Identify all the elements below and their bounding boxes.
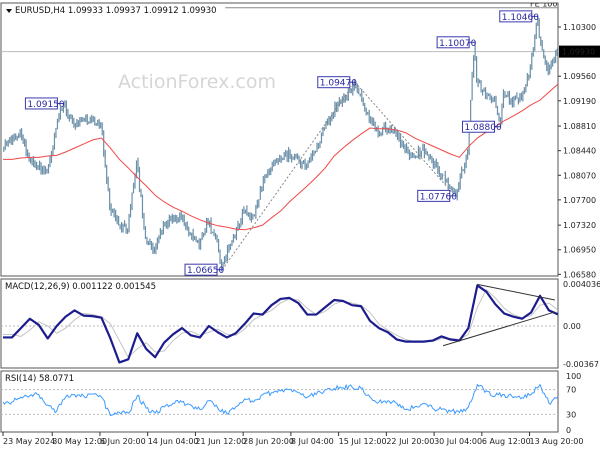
rsi-panel[interactable]: RSI(14) 58.0771: [0, 370, 559, 433]
pivot-label: 1.08800: [464, 123, 501, 133]
price-panel[interactable]: ActionForex.com FE 100.0 1.09150 1.06650 1.…: [0, 0, 565, 277]
time-tick-label: 6 Jun 20:00: [100, 437, 146, 446]
current-price-tag: [559, 45, 600, 58]
pivot-label-box[interactable]: [184, 263, 218, 276]
macd-trendline[interactable]: [477, 283, 556, 301]
price-tick-label: 1.06950: [563, 246, 596, 255]
pivot-label-box[interactable]: [417, 189, 451, 202]
axes: 1.09930 1.10300 1.09560 1.09190 1.08810 1.084…: [1, 23, 600, 446]
time-tick-label: 6 Aug 12:00: [482, 437, 531, 446]
symbol-header: EURUSD,H4 1.09933 1.09937 1.09912 1.0993…: [15, 6, 217, 16]
macd-tick-label: 0.00: [563, 322, 581, 331]
rsi-title: RSI(14) 58.0771: [5, 374, 74, 384]
current-price-value: 1.09930: [562, 48, 595, 57]
time-tick-label: 28 Jun 20:00: [243, 437, 294, 446]
time-tick-label: 21 Jun 12:00: [195, 437, 246, 446]
rsi-tick-label: 0: [566, 426, 571, 435]
time-tick-label: 23 May 2024: [3, 437, 55, 446]
rsi-line: [2, 383, 558, 417]
macd-panel[interactable]: MACD(12,26,9) 0.001122 0.001545: [0, 278, 559, 369]
time-tick-label: 13 Aug 20:00: [530, 437, 584, 446]
pivot-label-box[interactable]: [499, 10, 533, 23]
time-tick-label: 30 Jul 04:00: [434, 437, 482, 446]
macd-tick-label: 0.004036: [563, 280, 600, 289]
macd-line: [3, 284, 558, 364]
price-tick-label: 1.10300: [563, 23, 596, 32]
time-tick-label: 22 Jul 20:00: [386, 437, 434, 446]
moving-average-line: [3, 83, 558, 231]
rsi-tick-label: 100: [566, 372, 581, 381]
price-tick-label: 1.07320: [563, 221, 596, 230]
macd-signal-line: [3, 288, 558, 359]
price-tick-label: 1.09560: [563, 72, 596, 81]
time-tick-label: 8 Jul 04:00: [291, 437, 334, 446]
pivot-label-box[interactable]: [461, 120, 495, 133]
pivot-label: 1.09150: [27, 100, 64, 110]
pivot-label-box[interactable]: [24, 97, 58, 110]
price-tick-label: 1.08440: [563, 147, 596, 156]
price-tick-label: 1.08070: [563, 171, 596, 180]
watermark: ActionForex.com: [118, 71, 276, 93]
price-tick-label: 1.08810: [563, 122, 596, 131]
pivot-label: 1.10460: [502, 13, 539, 23]
price-tick-label: 1.07700: [563, 196, 596, 205]
pivot-label: 1.10070: [439, 39, 476, 49]
time-tick-label: 30 May 12:00: [52, 437, 107, 446]
time-tick-label: 15 Jul 12:00: [339, 437, 387, 446]
time-tick-label: 14 Jun 04:00: [148, 437, 199, 446]
pivot-label: 1.06650: [187, 266, 224, 276]
pivot-label-box[interactable]: [436, 36, 470, 49]
rsi-tick-label: 70: [566, 386, 576, 395]
macd-tick-label: -0.00367: [563, 360, 599, 369]
rsi-tick-label: 30: [566, 410, 576, 419]
pivot-label: 1.09470: [320, 79, 357, 89]
fe-level-label: FE 100.0: [530, 0, 565, 9]
pivot-label-box[interactable]: [317, 76, 351, 89]
dropdown-triangle-icon[interactable]: [6, 9, 12, 13]
macd-trendline[interactable]: [442, 311, 556, 347]
price-trendline[interactable]: [354, 81, 456, 197]
pivot-label: 1.07760: [420, 192, 457, 202]
macd-title: MACD(12,26,9) 0.001122 0.001545: [5, 282, 156, 292]
price-tick-label: 1.06580: [563, 270, 596, 279]
price-tick-label: 1.09190: [563, 97, 596, 106]
